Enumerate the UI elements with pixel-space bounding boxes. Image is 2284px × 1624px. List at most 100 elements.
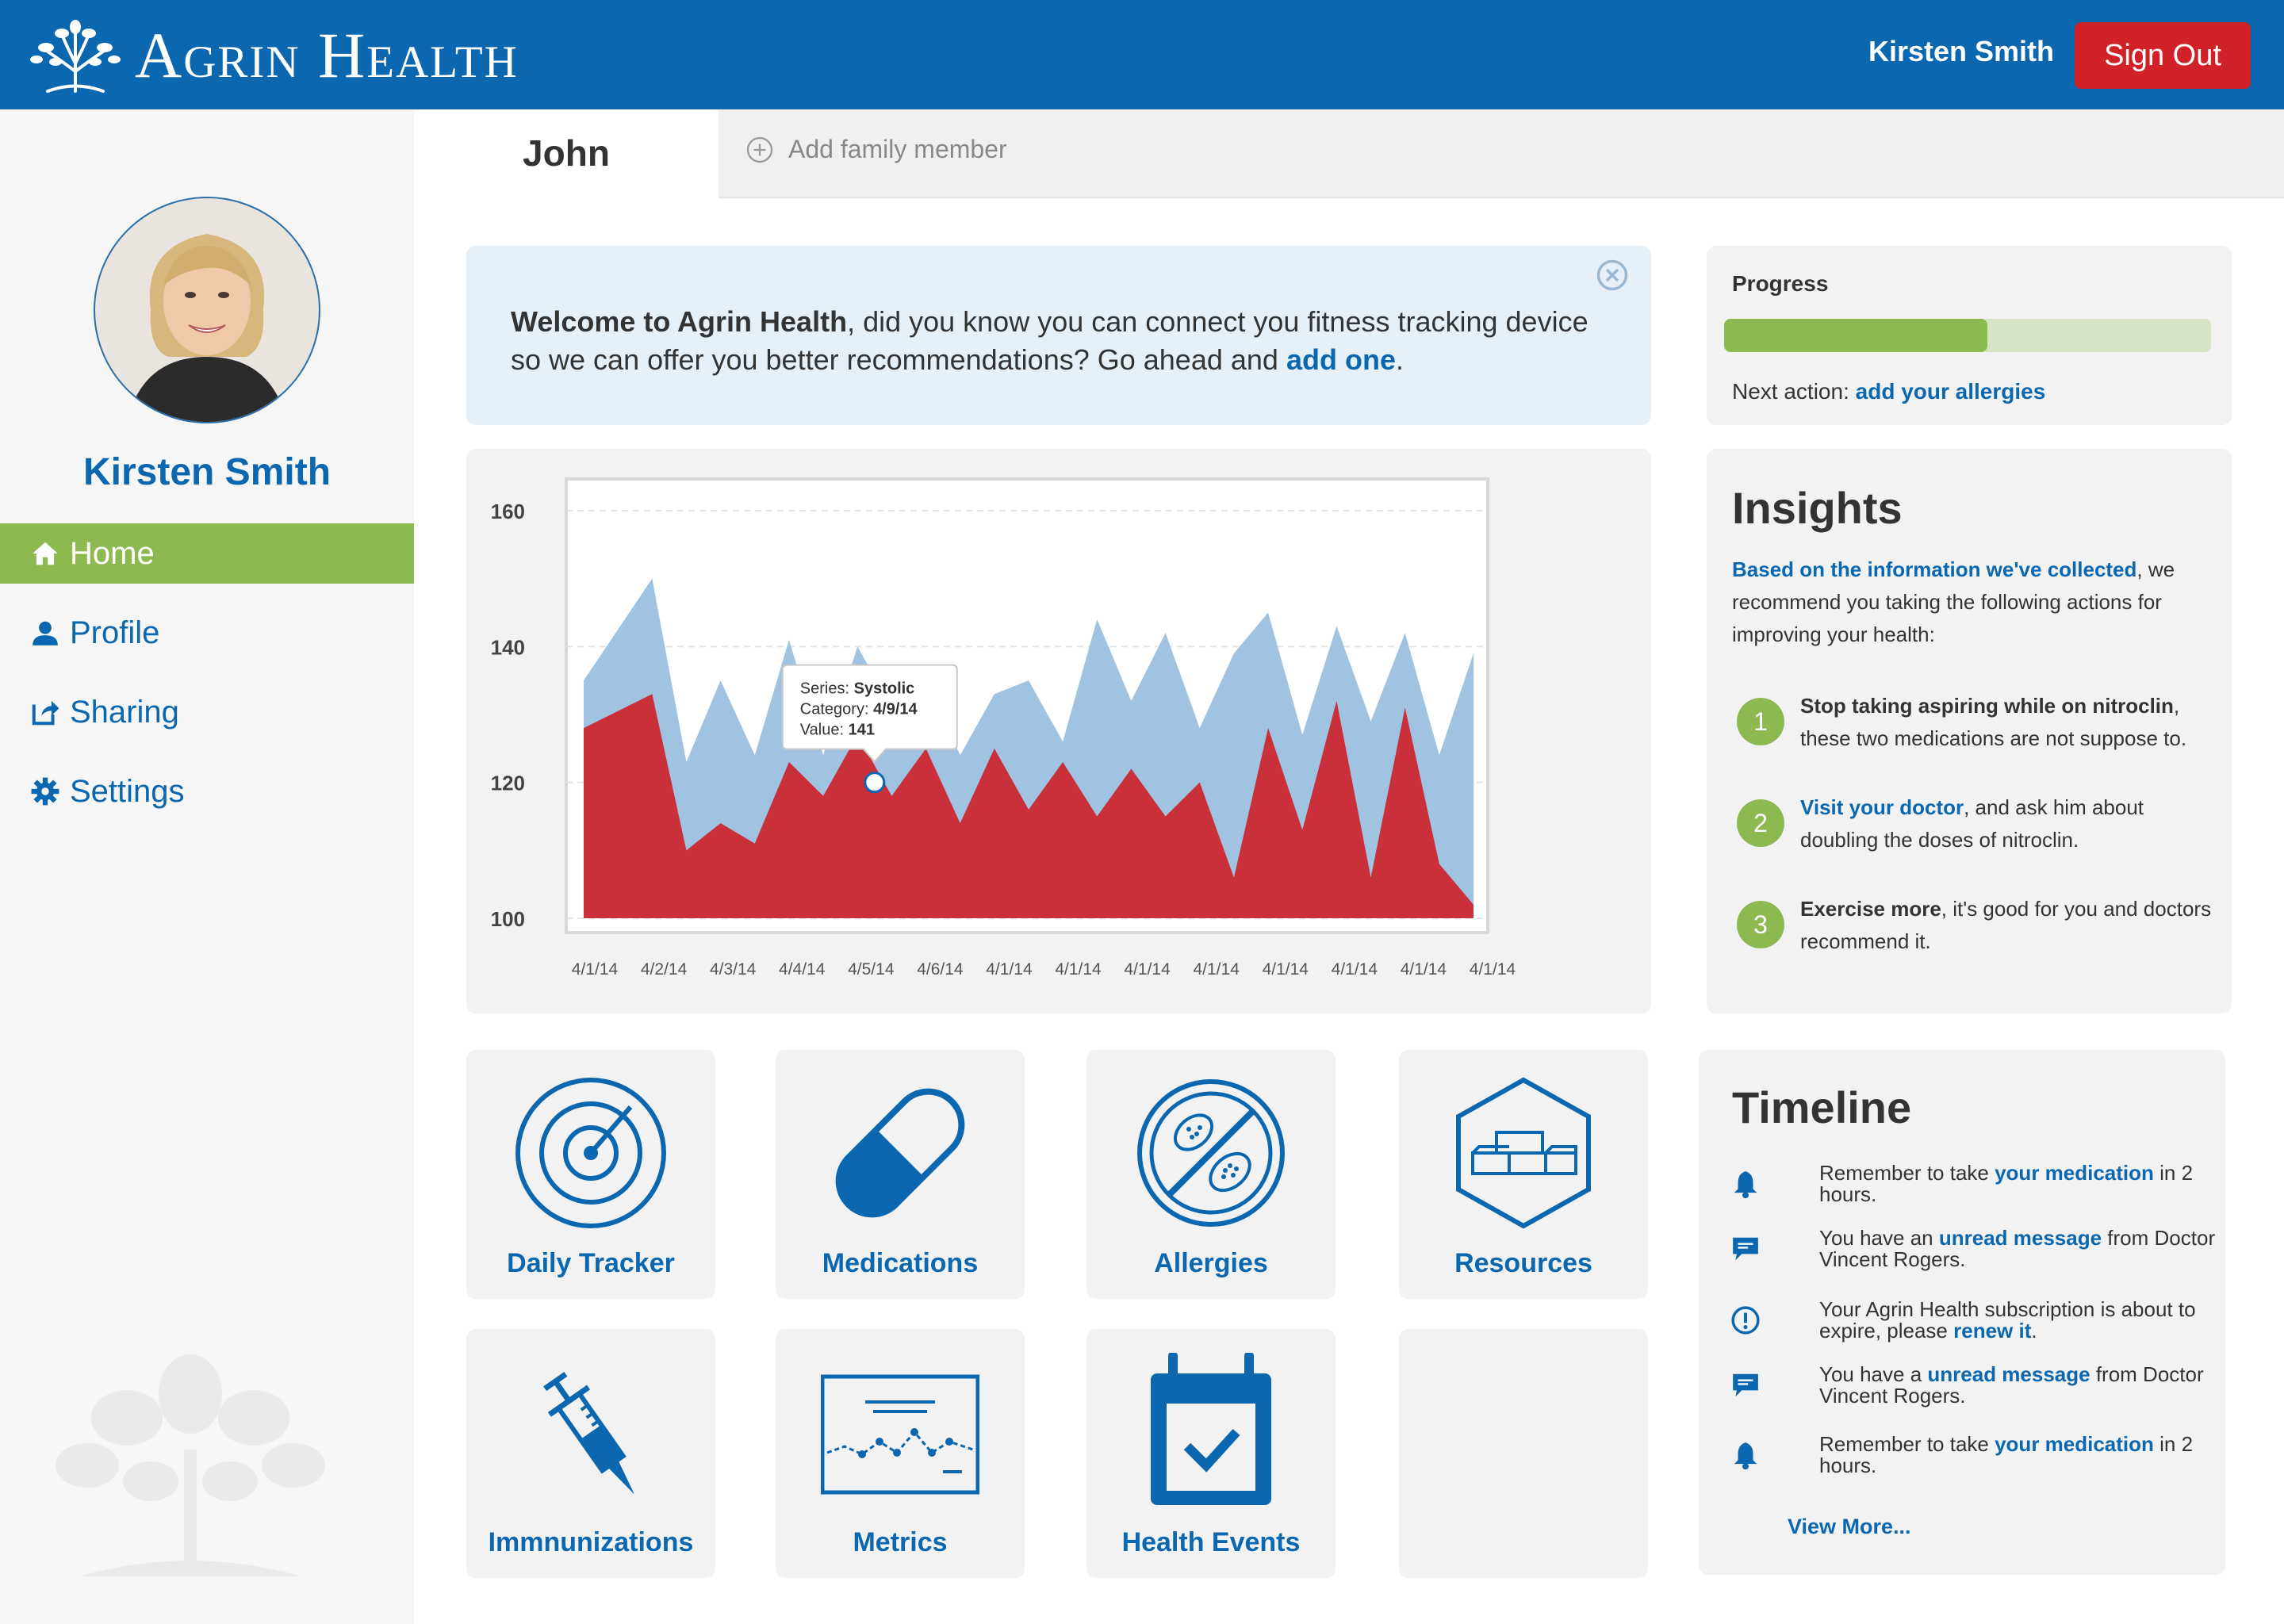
insight-number: 1 <box>1737 698 1784 745</box>
view-more-link[interactable]: View More... <box>1788 1515 1911 1538</box>
tile-label: Medications <box>822 1248 979 1278</box>
x-tick-label: 4/1/14 <box>1332 960 1378 979</box>
daily-tracker-tile[interactable]: Daily Tracker <box>466 1050 715 1299</box>
metrics-tile[interactable]: Metrics <box>776 1329 1025 1578</box>
insight-item: 1 Stop taking aspiring while on nitrocli… <box>1737 690 2213 761</box>
insight-text: Visit your doctor, and ask him about dou… <box>1800 791 2213 856</box>
tile-label: Immnunizations <box>488 1527 694 1557</box>
plus-circle-icon <box>746 136 773 163</box>
visit-doctor-link[interactable]: Visit your doctor <box>1800 795 1964 819</box>
blood-pressure-chart: 100 120 140 160 4/1/14 4/2/14 4/3/14 4/4/14 4/5/… <box>466 449 1651 1013</box>
sidebar-item-sharing[interactable]: Sharing <box>0 682 414 742</box>
message-icon <box>1733 1237 1758 1261</box>
y-tick-label: 120 <box>491 772 525 795</box>
timeline-text: Your Agrin Health subscription is about … <box>1819 1299 2216 1342</box>
tile-label: Health Events <box>1121 1527 1301 1557</box>
x-tick-label: 4/1/14 <box>1124 960 1171 979</box>
user-icon <box>33 621 58 645</box>
x-tick-label: 4/1/14 <box>1055 960 1102 979</box>
alert-icon <box>1731 1306 1760 1335</box>
timeline-text-post: . <box>2031 1319 2037 1342</box>
tooltip-key: Series: <box>800 680 854 698</box>
tooltip-key: Category: <box>800 701 873 718</box>
tree-watermark-icon <box>56 1354 325 1576</box>
avatar[interactable] <box>94 197 320 423</box>
insight-rest: , and ask him about doubling the doses o… <box>1800 795 2144 852</box>
timeline-text-pre: Remember to take <box>1819 1161 1995 1185</box>
health-events-tile[interactable]: Health Events <box>1086 1329 1336 1578</box>
home-icon <box>33 542 58 565</box>
unread-message-link[interactable]: unread message <box>1938 1226 2102 1250</box>
insight-item: 2 Visit your doctor, and ask him about d… <box>1737 791 2213 863</box>
insights-intro: Based on the information we've collected… <box>1732 553 2208 651</box>
avatar-portrait-icon <box>95 198 319 422</box>
sidebar-user-name: Kirsten Smith <box>82 451 331 493</box>
resources-icon <box>1456 1077 1591 1229</box>
medication-link[interactable]: your medication <box>1995 1432 2154 1456</box>
sidebar-item-profile[interactable]: Profile <box>0 603 414 663</box>
x-tick-label: 4/1/14 <box>572 960 619 979</box>
insights-intro-text: , we recommend you taking the following … <box>1732 557 2175 646</box>
x-tick-label: 4/6/14 <box>917 960 964 979</box>
x-tick-label: 4/1/14 <box>1470 960 1516 979</box>
tooltip-line: Value: 141 <box>800 722 875 739</box>
syringe-icon <box>543 1372 635 1495</box>
immunizations-tile[interactable]: Immnunizations <box>466 1329 715 1578</box>
y-tick-label: 160 <box>491 500 525 523</box>
insights-intro-link[interactable]: Based on the information we've collected <box>1732 557 2137 581</box>
timeline-card: Timeline Remember to take your medicatio… <box>1699 1050 2225 1575</box>
unread-message-link[interactable]: unread message <box>1927 1362 2090 1386</box>
x-tick-label: 4/1/14 <box>986 960 1033 979</box>
y-tick-label: 100 <box>491 907 525 931</box>
timeline-text-pre: Remember to take <box>1819 1432 1995 1456</box>
tile-label: Daily Tracker <box>507 1248 675 1278</box>
sidebar-item-home[interactable]: Home <box>0 523 414 584</box>
resources-tile[interactable]: Resources <box>1399 1050 1648 1299</box>
timeline-text-pre: You have a <box>1819 1362 1928 1386</box>
timeline-text-post: in 2 hours. <box>1819 1432 2194 1477</box>
allergies-tile[interactable]: Allergies <box>1086 1050 1336 1299</box>
x-tick-label: 4/4/14 <box>779 960 826 979</box>
x-tick-label: 4/1/14 <box>1263 960 1309 979</box>
tile-label: Allergies <box>1154 1248 1268 1278</box>
tooltip-value: 141 <box>849 722 875 739</box>
medications-tile[interactable]: Medications <box>776 1050 1025 1299</box>
medication-link[interactable]: your medication <box>1995 1161 2154 1185</box>
header-user-name[interactable]: Kirsten Smith <box>1868 35 2055 67</box>
timeline-text: Remember to take your medication in 2 ho… <box>1819 1162 2216 1205</box>
sidebar-item-label: Sharing <box>70 694 179 730</box>
add-allergies-link[interactable]: add your allergies <box>1855 379 2046 404</box>
progress-card: Progress Next action: add your allergies <box>1707 246 2232 425</box>
tab-john[interactable]: John <box>414 109 719 198</box>
tree-logo-icon <box>30 20 121 93</box>
y-tick-label: 140 <box>491 635 525 659</box>
sign-out-button[interactable]: Sign Out <box>2075 22 2251 89</box>
brand-name: Agrin Health <box>135 19 519 91</box>
insight-rest: , it's good for you and doctors recommen… <box>1800 897 2212 953</box>
renew-link[interactable]: renew it <box>1953 1319 2032 1342</box>
sidebar-nav: Home Profile Sharing Settings <box>0 523 414 841</box>
add-device-link[interactable]: add one <box>1286 343 1396 376</box>
tile-label: Metrics <box>853 1527 948 1557</box>
add-family-member-button[interactable]: Add family member <box>745 135 1007 164</box>
empty-tile <box>1399 1329 1648 1578</box>
tooltip-value: 4/9/14 <box>873 701 918 718</box>
tooltip-point <box>864 772 886 794</box>
sidebar-item-settings[interactable]: Settings <box>0 761 414 822</box>
timeline-text-post: from Doctor Vincent Rogers. <box>1819 1226 2216 1271</box>
allergies-icon <box>1137 1079 1285 1227</box>
close-icon[interactable] <box>1596 259 1629 292</box>
timeline-text-post: from Doctor Vincent Rogers. <box>1819 1362 2204 1408</box>
family-tabs: John Add family member <box>414 109 2284 198</box>
next-action: Next action: add your allergies <box>1732 379 2045 404</box>
calendar-check-icon <box>1151 1353 1271 1505</box>
x-tick-label: 4/2/14 <box>641 960 688 979</box>
timeline-text-pre: You have an <box>1819 1226 1939 1250</box>
insight-bold: Exercise more <box>1800 897 1941 921</box>
tooltip-line: Category: 4/9/14 <box>800 701 918 718</box>
tooltip-value: Systolic <box>854 680 915 698</box>
insight-text: Stop taking aspiring while on nitroclin,… <box>1800 690 2213 755</box>
timeline-text-pre: Your Agrin Health subscription is about … <box>1819 1297 2196 1342</box>
x-tick-label: 4/1/14 <box>1401 960 1447 979</box>
insight-rest: , these two medications are not suppose … <box>1800 694 2187 750</box>
